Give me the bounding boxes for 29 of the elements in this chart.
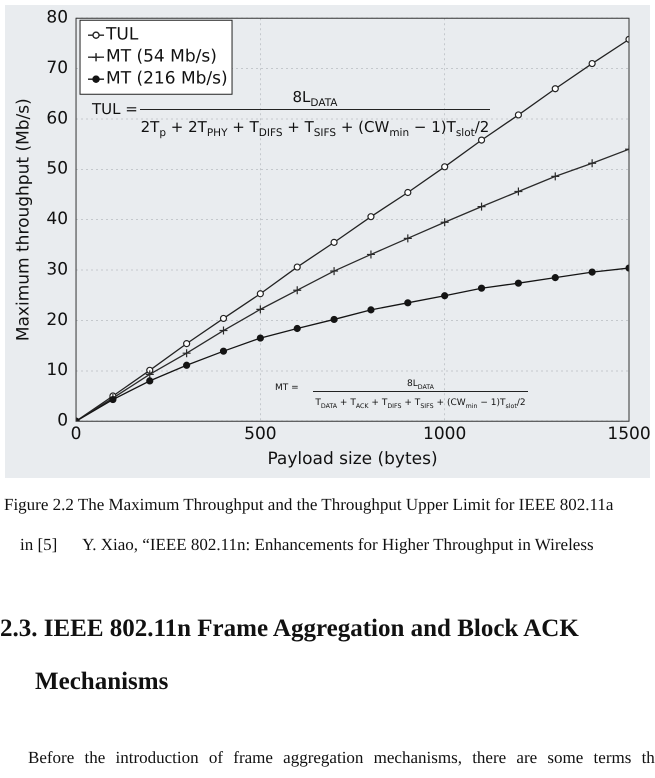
- annotation: 8L$_{DATA}$: [140, 88, 490, 110]
- text: 2T$_{p}$ + 2T$_{PHY}$ + T$_{DIFS}$ + T$_{SIFS}$ + (CW$_{min}$ − 1)T$_{slot}$/2: [140, 118, 490, 139]
- annotation: TUL =: [92, 100, 138, 118]
- legend-label: MT (216 Mb/s): [106, 68, 228, 89]
- text: Mechanisms: [35, 668, 168, 696]
- caption: Figure 2.2 The Maximum Throughput and the Throughput Upper Limit for IEEE 802.11a: [4, 495, 614, 515]
- x-tick-label: 500: [244, 424, 277, 444]
- y-tick-label: 0: [57, 410, 68, 431]
- x-axis-title: Payload size (bytes): [267, 449, 438, 470]
- y-axis-title: Maximum throughput (Mb/s): [14, 98, 34, 342]
- legend-label: MT (54 Mb/s): [106, 46, 217, 67]
- y-tick-label: 80: [46, 8, 68, 28]
- y-tick-label: 40: [46, 209, 68, 230]
- text: T$_{DATA}$ + T$_{ACK}$ + T$_{DIFS}$ + T$_{SIFS}$ + (CW$_{min}$ − 1)T$_{slot}$/2: [315, 398, 526, 410]
- text: Before the introduction of frame aggregation mechanisms, there are some terms th: [28, 748, 655, 768]
- x-tick-label: 1500: [607, 424, 651, 444]
- y-tick-label: 70: [46, 58, 68, 78]
- x-tick-label: 1000: [423, 424, 466, 444]
- annotation: 8L$_{DATA}$: [313, 379, 528, 392]
- annotation: MT =: [275, 383, 299, 393]
- legend-label: TUL: [105, 24, 139, 45]
- y-tick-label: 50: [46, 158, 68, 179]
- y-tick-label: 60: [46, 108, 68, 128]
- text: in [5] Y. Xiao, “IEEE 802.11n: Enhancements for Higher Throughput in Wireless: [20, 535, 594, 555]
- y-tick-label: 20: [46, 310, 68, 330]
- y-tick-label: 10: [46, 360, 68, 380]
- text: 2.3. IEEE 802.11n Frame Aggregation and Block ACK: [0, 615, 579, 643]
- x-tick-label: 0: [70, 424, 82, 444]
- y-tick-label: 30: [46, 259, 68, 280]
